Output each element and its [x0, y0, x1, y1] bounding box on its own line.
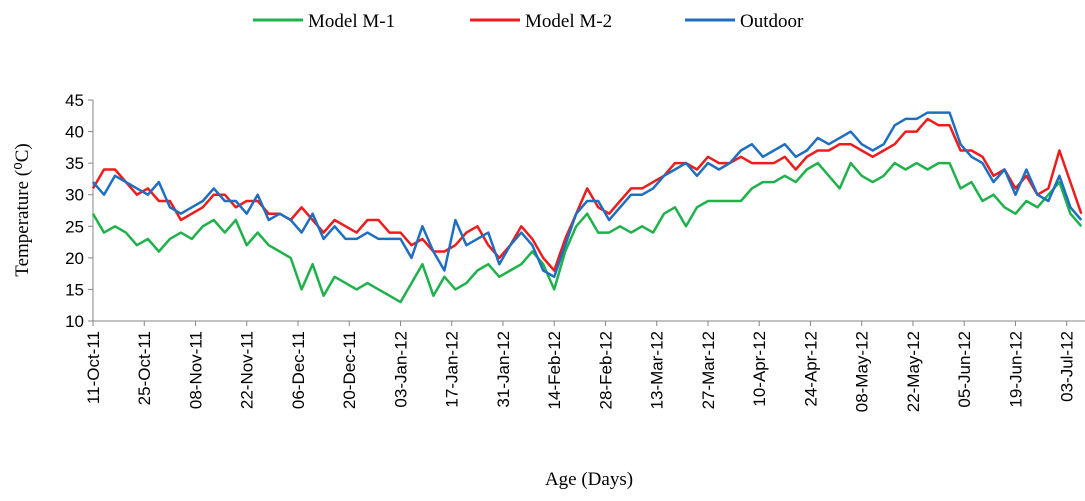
x-tick-label: 24-Apr-12 — [801, 331, 820, 407]
x-tick-label: 25-Oct-11 — [135, 331, 154, 405]
x-tick-label: 31-Jan-12 — [494, 331, 513, 408]
x-tick-label: 22-Nov-11 — [238, 331, 257, 409]
y-tick-label: 30 — [65, 186, 84, 205]
x-tick-label: 19-Jun-12 — [1006, 331, 1025, 408]
series-line — [92, 111, 1083, 279]
legend-label: Outdoor — [740, 11, 804, 32]
y-tick-label: 25 — [65, 217, 84, 236]
legend-label: Model M-2 — [525, 11, 612, 32]
x-tick-label: 20-Dec-11 — [340, 331, 359, 409]
y-tick-label: 40 — [65, 123, 84, 142]
series-line — [91, 117, 1083, 272]
x-tick-label: 08-May-12 — [853, 331, 872, 412]
x-axis-label: Age (Days) — [545, 469, 633, 490]
y-axis-label: Temperature (⁰C) — [12, 143, 33, 276]
x-tick-label: 08-Nov-11 — [186, 331, 205, 409]
x-tick-label: 11-Oct-11 — [84, 331, 103, 404]
series-line — [91, 161, 1083, 304]
x-tick-label: 28-Feb-12 — [596, 331, 615, 409]
x-tick-label: 03-Jul-12 — [1058, 331, 1077, 402]
y-tick-label: 15 — [65, 280, 84, 299]
x-tick-label: 03-Jan-12 — [391, 331, 410, 408]
x-tick-label: 17-Jan-12 — [443, 331, 462, 408]
x-tick-label: 13-Mar-12 — [648, 331, 667, 409]
x-tick-label: 27-Mar-12 — [699, 331, 718, 409]
y-tick-label: 20 — [65, 249, 84, 268]
legend-label: Model M-1 — [308, 11, 395, 32]
y-tick-label: 35 — [65, 154, 84, 173]
x-tick-label: 14-Feb-12 — [545, 331, 564, 409]
y-tick-label: 45 — [65, 91, 84, 110]
y-tick-label: 10 — [65, 312, 84, 331]
x-tick-label: 06-Dec-11 — [289, 331, 308, 409]
x-tick-label: 22-May-12 — [904, 331, 923, 412]
x-tick-label: 05-Jun-12 — [955, 331, 974, 408]
x-tick-label: 10-Apr-12 — [750, 331, 769, 407]
